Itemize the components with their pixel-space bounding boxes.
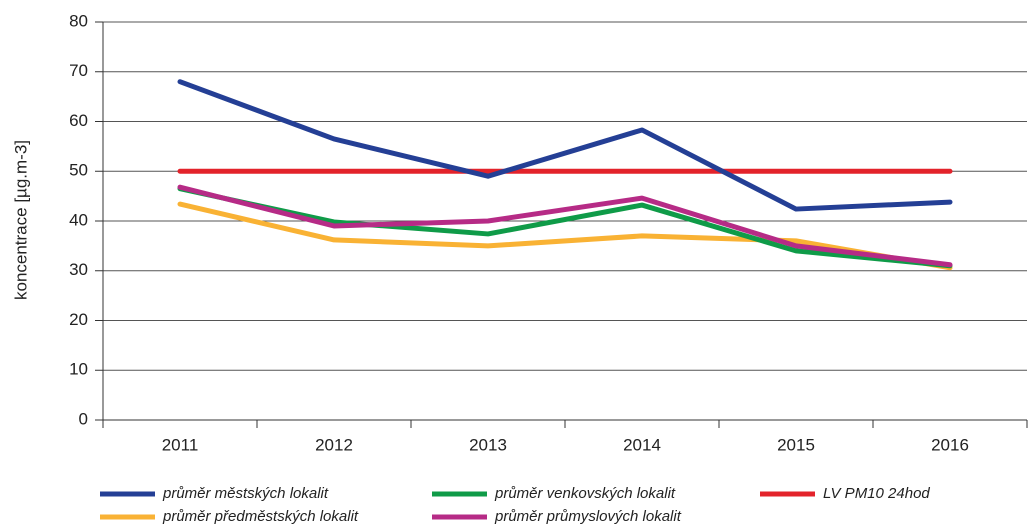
y-tick-label: 20 [69,310,88,329]
y-tick-label: 10 [69,360,88,379]
x-tick-label: 2016 [931,435,969,454]
legend-label: průměr průmyslových lokalit [494,508,682,525]
y-tick-label: 80 [69,11,88,30]
y-tick-label: 0 [79,409,88,428]
legend-label: průměr předměstských lokalit [162,508,359,525]
x-tick-label: 2013 [469,435,507,454]
x-tick-label: 2011 [162,435,199,454]
legend-label: průměr venkovských lokalit [494,485,676,502]
y-tick-label: 50 [69,161,88,180]
y-tick-label: 40 [69,210,88,229]
y-tick-label: 70 [69,61,88,80]
x-tick-label: 2015 [777,435,815,454]
x-tick-label: 2014 [623,435,661,454]
series-line [177,201,953,271]
x-tick-label: 2012 [315,435,353,454]
series-line [177,186,953,269]
series-line [177,184,953,268]
y-tick-label: 60 [69,111,88,130]
legend-label: průměr městských lokalit [162,485,329,502]
legend-label: LV PM10 24hod [823,485,930,502]
series-line [177,79,953,212]
y-axis-label: koncentrace [µg.m-3] [11,140,30,300]
y-tick-label: 30 [69,260,88,279]
